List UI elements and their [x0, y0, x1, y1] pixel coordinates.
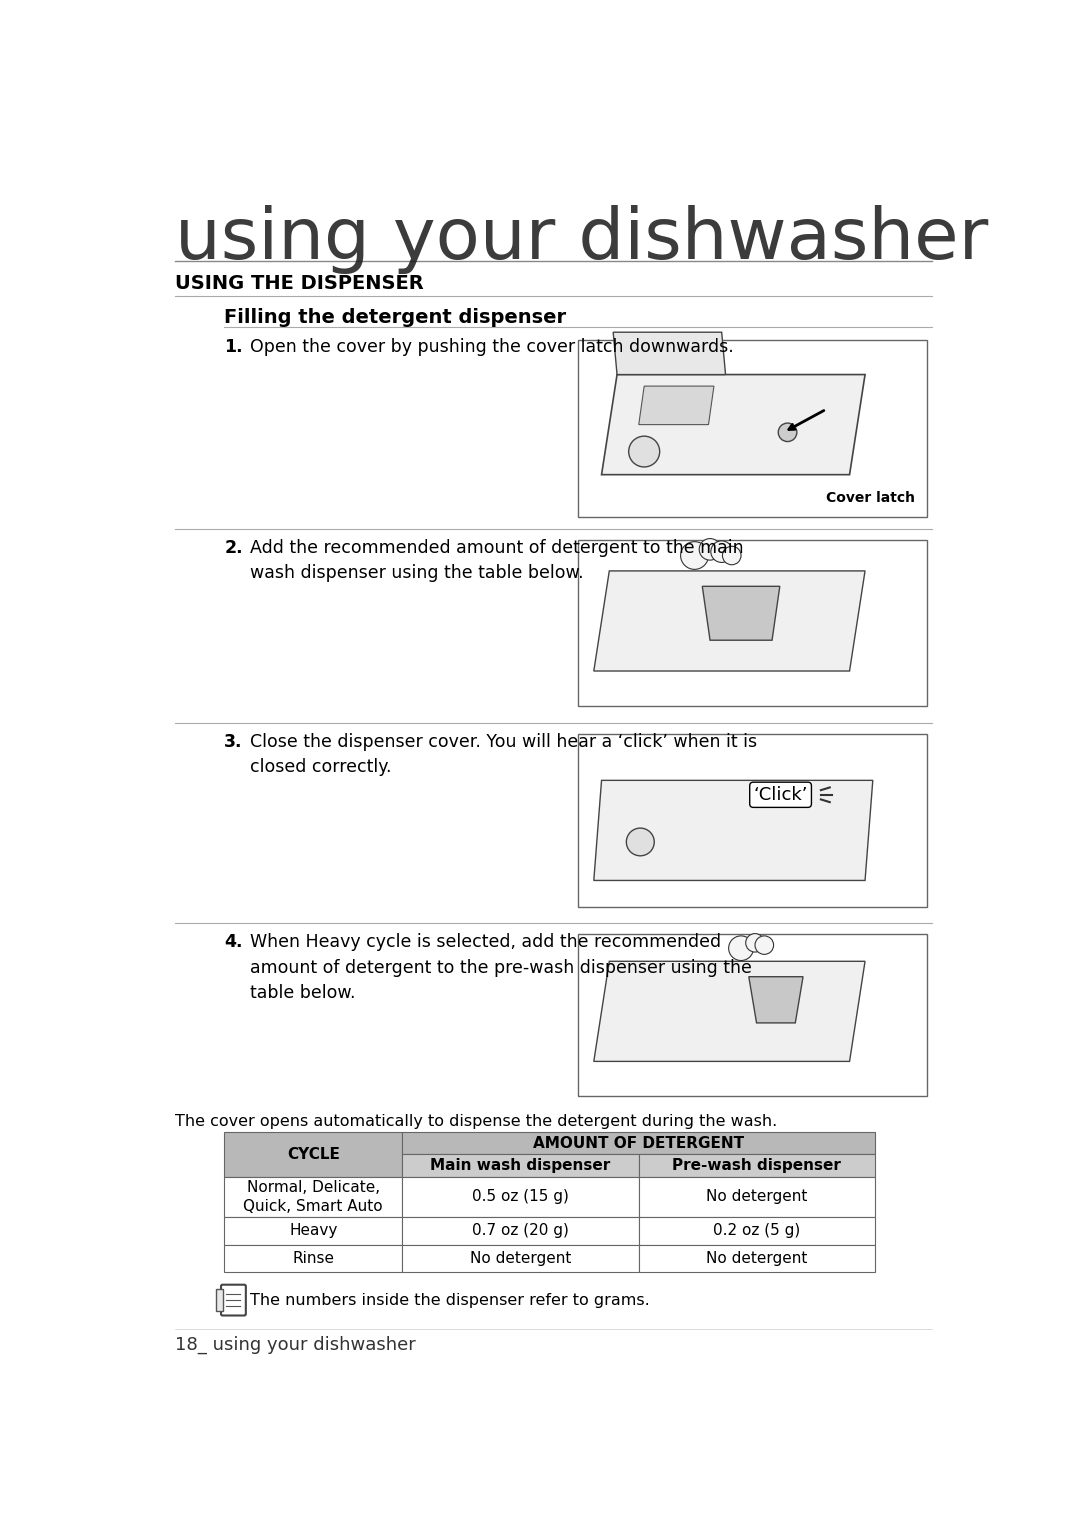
Bar: [225, 1177, 403, 1216]
Bar: [638, 1245, 875, 1273]
Bar: [403, 1154, 638, 1177]
Text: CYCLE: CYCLE: [287, 1148, 340, 1163]
Text: Normal, Delicate,
Quick, Smart Auto: Normal, Delicate, Quick, Smart Auto: [243, 1180, 383, 1215]
Text: 0.7 oz (20 g): 0.7 oz (20 g): [472, 1224, 569, 1238]
Text: When Heavy cycle is selected, add the recommended
amount of detergent to the pre: When Heavy cycle is selected, add the re…: [249, 933, 752, 1002]
Circle shape: [755, 936, 773, 955]
Text: Close the dispenser cover. You will hear a ‘click’ when it is
closed correctly.: Close the dispenser cover. You will hear…: [249, 733, 757, 776]
Text: Cover latch: Cover latch: [826, 491, 916, 505]
Bar: [225, 1216, 403, 1245]
Circle shape: [626, 828, 654, 855]
Bar: [578, 734, 927, 907]
Text: Main wash dispenser: Main wash dispenser: [431, 1158, 610, 1174]
Text: Rinse: Rinse: [293, 1252, 334, 1265]
Text: 0.2 oz (5 g): 0.2 oz (5 g): [713, 1224, 800, 1238]
Text: using your dishwasher: using your dishwasher: [175, 205, 988, 274]
Text: 0.5 oz (15 g): 0.5 oz (15 g): [472, 1189, 569, 1204]
Polygon shape: [602, 375, 865, 474]
Circle shape: [699, 539, 721, 560]
Bar: [578, 540, 927, 705]
Text: No detergent: No detergent: [706, 1252, 808, 1265]
Bar: [216, 1290, 222, 1311]
Text: 18_ using your dishwasher: 18_ using your dishwasher: [175, 1336, 416, 1354]
Circle shape: [629, 436, 660, 467]
Circle shape: [729, 936, 754, 961]
Text: Filling the detergent dispenser: Filling the detergent dispenser: [225, 309, 566, 327]
Polygon shape: [638, 386, 714, 425]
Text: Add the recommended amount of detergent to the main
wash dispenser using the tab: Add the recommended amount of detergent …: [249, 539, 743, 583]
Text: 2.: 2.: [225, 539, 243, 557]
Bar: [638, 1216, 875, 1245]
Text: The numbers inside the dispenser refer to grams.: The numbers inside the dispenser refer t…: [251, 1293, 650, 1308]
Polygon shape: [594, 780, 873, 880]
Text: Open the cover by pushing the cover latch downwards.: Open the cover by pushing the cover latc…: [249, 338, 733, 356]
Bar: [578, 340, 927, 517]
Text: Pre-wash dispenser: Pre-wash dispenser: [673, 1158, 841, 1174]
Bar: [638, 1154, 875, 1177]
Circle shape: [779, 424, 797, 442]
Bar: [225, 1245, 403, 1273]
FancyBboxPatch shape: [221, 1285, 246, 1316]
Bar: [403, 1177, 638, 1216]
Circle shape: [680, 542, 708, 569]
Text: 1.: 1.: [225, 338, 243, 356]
Text: AMOUNT OF DETERGENT: AMOUNT OF DETERGENT: [534, 1135, 744, 1151]
Bar: [403, 1132, 875, 1154]
Text: No detergent: No detergent: [470, 1252, 571, 1265]
Bar: [403, 1245, 638, 1273]
Text: Heavy: Heavy: [289, 1224, 337, 1238]
Polygon shape: [613, 332, 726, 375]
Circle shape: [723, 546, 741, 565]
Polygon shape: [702, 586, 780, 640]
Circle shape: [745, 933, 765, 952]
Polygon shape: [748, 976, 804, 1024]
Bar: [403, 1216, 638, 1245]
Polygon shape: [594, 961, 865, 1062]
Bar: [225, 1132, 403, 1177]
Bar: [638, 1177, 875, 1216]
Text: ‘Click’: ‘Click’: [754, 786, 808, 803]
Text: USING THE DISPENSER: USING THE DISPENSER: [175, 274, 424, 294]
Circle shape: [711, 542, 732, 563]
Text: The cover opens automatically to dispense the detergent during the wash.: The cover opens automatically to dispens…: [175, 1114, 778, 1129]
Text: No detergent: No detergent: [706, 1189, 808, 1204]
Bar: [578, 935, 927, 1095]
Text: 3.: 3.: [225, 733, 243, 751]
Polygon shape: [594, 571, 865, 672]
Text: 4.: 4.: [225, 933, 243, 950]
